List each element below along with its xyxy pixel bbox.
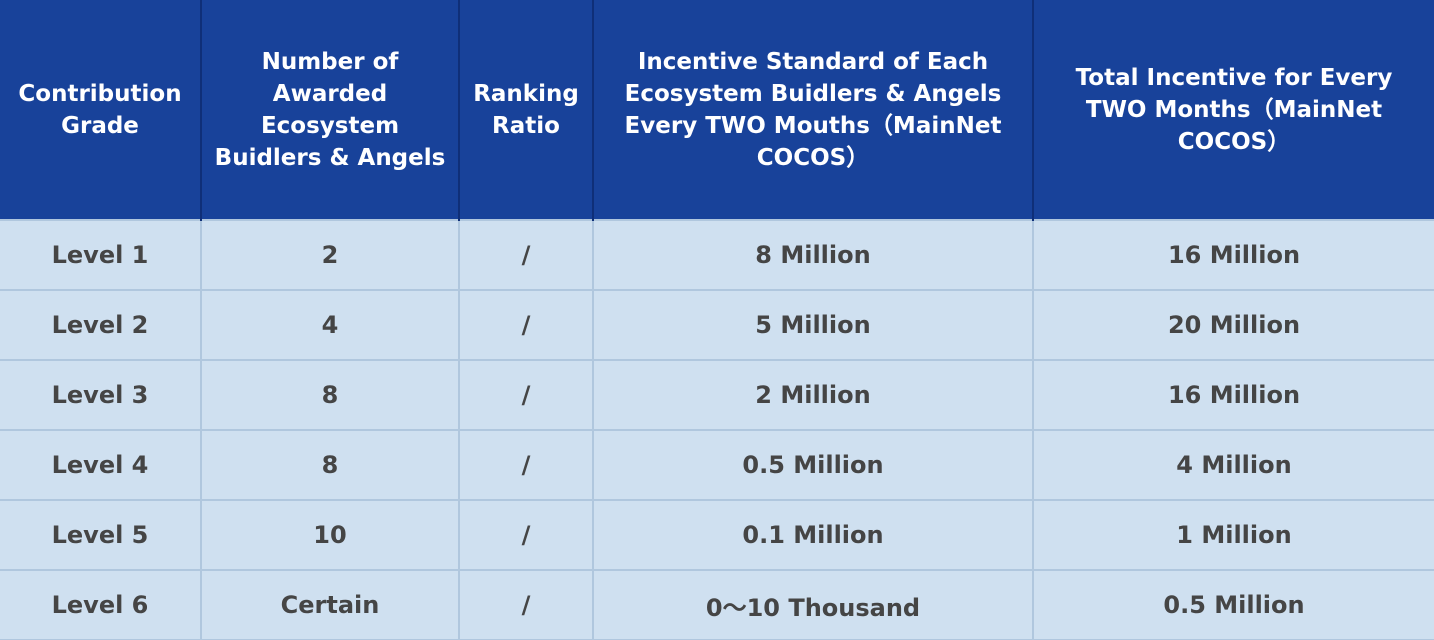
table-body: Level 1 2 / 8 Million 16 Million Level 2…	[0, 219, 1434, 640]
table-row: Level 6 Certain / 0～10 Thousand 0.5 Mill…	[0, 569, 1434, 640]
cell-standard: 0.1 Million	[593, 499, 1034, 570]
cell-number: 8	[201, 429, 460, 500]
cell-ratio: /	[459, 499, 594, 570]
cell-number: 8	[201, 359, 460, 430]
header-contribution-grade: Contribution Grade	[0, 0, 202, 220]
cell-total: 16 Million	[1033, 219, 1434, 290]
cell-ratio: /	[459, 219, 594, 290]
cell-total: 1 Million	[1033, 499, 1434, 570]
cell-standard: 0.5 Million	[593, 429, 1034, 500]
cell-ratio: /	[459, 429, 594, 500]
table-row: Level 3 8 / 2 Million 16 Million	[0, 359, 1434, 430]
table-row: Level 2 4 / 5 Million 20 Million	[0, 289, 1434, 360]
cell-number: 4	[201, 289, 460, 360]
header-number-awarded: Number of Awarded Ecosystem Buidlers & A…	[201, 0, 460, 220]
cell-number: 10	[201, 499, 460, 570]
header-incentive-standard: Incentive Standard of Each Ecosystem Bui…	[593, 0, 1034, 220]
cell-grade: Level 5	[0, 499, 202, 570]
cell-ratio: /	[459, 569, 594, 640]
cell-standard: 8 Million	[593, 219, 1034, 290]
header-ranking-ratio: Ranking Ratio	[459, 0, 594, 220]
cell-grade: Level 4	[0, 429, 202, 500]
table-row: Level 4 8 / 0.5 Million 4 Million	[0, 429, 1434, 500]
cell-standard: 5 Million	[593, 289, 1034, 360]
cell-number: Certain	[201, 569, 460, 640]
table-row: Level 1 2 / 8 Million 16 Million	[0, 219, 1434, 290]
cell-total: 4 Million	[1033, 429, 1434, 500]
table-header: Contribution Grade Number of Awarded Eco…	[0, 0, 1434, 220]
cell-number: 2	[201, 219, 460, 290]
cell-standard: 0～10 Thousand	[593, 569, 1034, 640]
cell-grade: Level 1	[0, 219, 202, 290]
cell-ratio: /	[459, 289, 594, 360]
cell-total: 20 Million	[1033, 289, 1434, 360]
cell-grade: Level 3	[0, 359, 202, 430]
cell-ratio: /	[459, 359, 594, 430]
header-row: Contribution Grade Number of Awarded Eco…	[0, 0, 1434, 220]
cell-total: 16 Million	[1033, 359, 1434, 430]
cell-total: 0.5 Million	[1033, 569, 1434, 640]
cell-standard: 2 Million	[593, 359, 1034, 430]
cell-grade: Level 6	[0, 569, 202, 640]
table-row: Level 5 10 / 0.1 Million 1 Million	[0, 499, 1434, 570]
cell-grade: Level 2	[0, 289, 202, 360]
header-total-incentive: Total Incentive for Every TWO Months（Mai…	[1033, 0, 1434, 220]
